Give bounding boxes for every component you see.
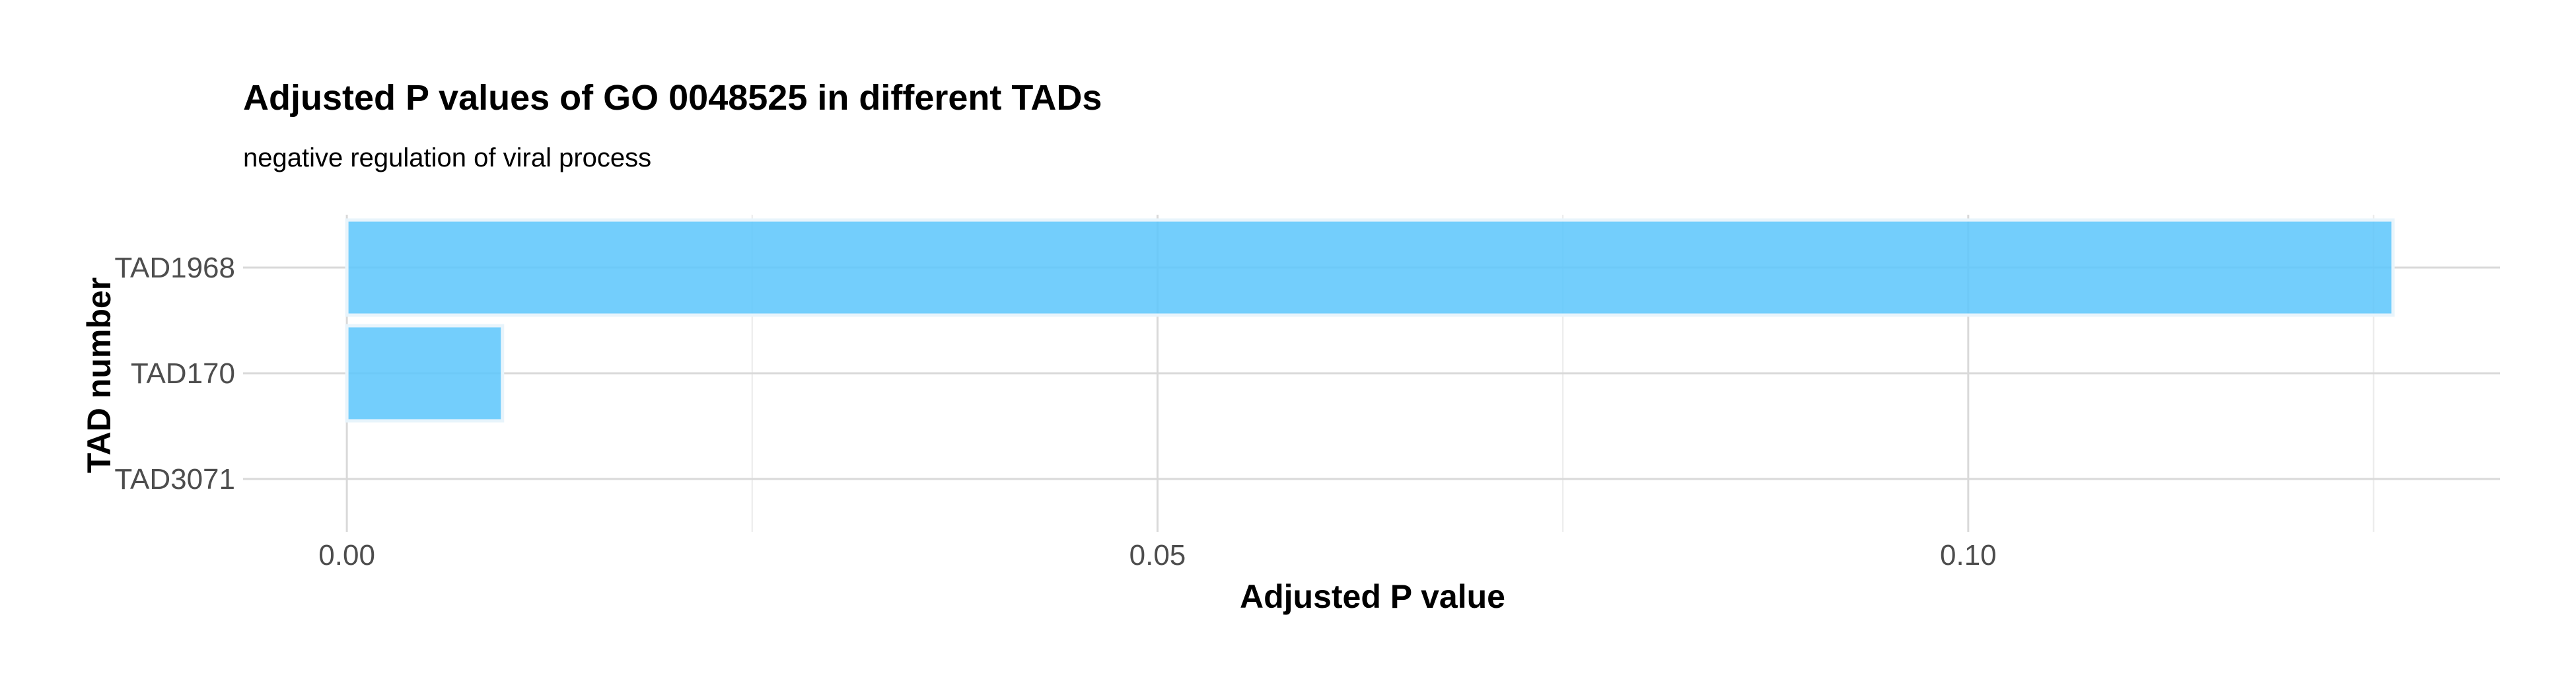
bar-layer <box>345 218 2395 423</box>
y-tick-label: TAD170 <box>131 357 235 390</box>
bar-tad170 <box>345 324 505 423</box>
x-tick-label: 0.00 <box>318 539 375 571</box>
chart-title: Adjusted P values of GO 0048525 in diffe… <box>243 78 1102 118</box>
y-tick-label: TAD1968 <box>114 252 235 284</box>
x-tick-label: 0.05 <box>1129 539 1186 571</box>
x-axis-title: Adjusted P value <box>1240 578 1505 615</box>
y-tick-labels: TAD1968 TAD170 TAD3071 <box>114 252 235 495</box>
bar-tad1968 <box>345 218 2395 317</box>
chart-subtitle: negative regulation of viral process <box>243 143 651 172</box>
x-tick-label: 0.10 <box>1940 539 1997 571</box>
y-tick-label: TAD3071 <box>114 463 235 495</box>
x-tick-labels: 0.00 0.05 0.10 <box>318 539 1996 571</box>
y-axis-title: TAD number <box>81 277 118 473</box>
